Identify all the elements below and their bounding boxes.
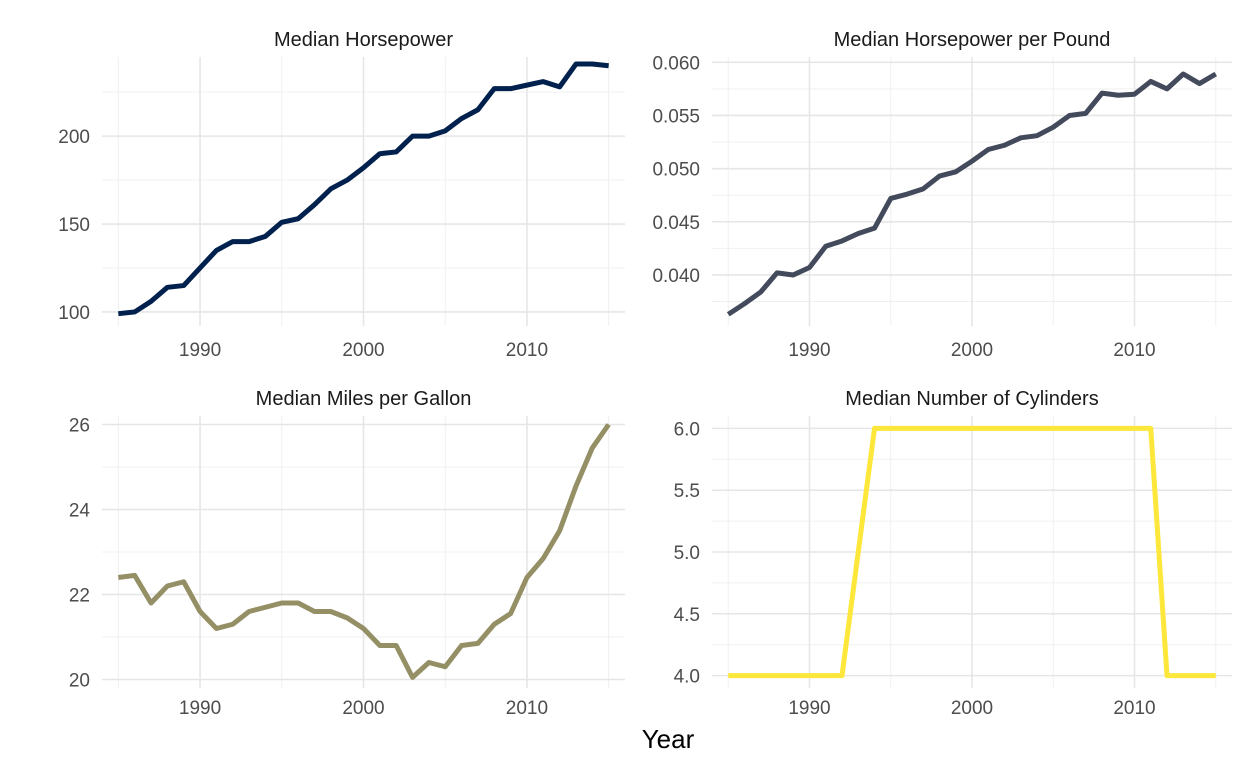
median-horsepower-x-tick-label: 2000 xyxy=(342,340,384,361)
median-horsepower-per-pound-x-tick-label: 1990 xyxy=(788,340,830,361)
median-horsepower-per-pound-y-tick-label: 0.040 xyxy=(652,266,700,287)
median-number-of-cylinders-y-tick-label: 5.5 xyxy=(674,481,700,502)
median-horsepower-x-tick-label: 2010 xyxy=(506,340,548,361)
median-horsepower-per-pound-series-line xyxy=(726,71,1218,317)
median-horsepower-y-tick-label: 200 xyxy=(58,127,90,148)
median-number-of-cylinders-y-tick-label: 4.0 xyxy=(674,667,700,688)
median-horsepower-per-pound-grid xyxy=(712,57,1232,326)
median-number-of-cylinders-x-tick-label: 2010 xyxy=(1113,698,1155,719)
median-miles-per-gallon-x-tick-label: 2000 xyxy=(342,698,384,719)
median-miles-per-gallon-x-tick-label: 2010 xyxy=(506,698,548,719)
x-axis-title: Year xyxy=(642,724,695,754)
median-miles-per-gallon-grid xyxy=(102,416,625,688)
median-horsepower-y-tick-label: 100 xyxy=(58,303,90,324)
median-number-of-cylinders-y-tick-label: 6.0 xyxy=(674,419,700,440)
median-horsepower-per-pound-y-tick-label: 0.045 xyxy=(652,213,700,234)
median-horsepower-per-pound-y-tick-label: 0.055 xyxy=(652,106,700,127)
median-number-of-cylinders-x-tick-label: 2000 xyxy=(951,698,993,719)
median-number-of-cylinders-y-tick-label: 4.5 xyxy=(674,605,700,626)
median-horsepower-per-pound-x-tick-label: 2010 xyxy=(1113,340,1155,361)
median-miles-per-gallon-series-line xyxy=(118,423,611,680)
panel-median-horsepower: Median Horsepower 1990 2000 2010 100 150 200 xyxy=(58,29,625,361)
median-number-of-cylinders-x-tick-label: 1990 xyxy=(788,698,830,719)
panel-median-miles-per-gallon: Median Miles per Gallon 1990 2000 2010 20 22 2… xyxy=(69,388,625,719)
panel-median-horsepower-per-pound: Median Horsepower per Pound 1990 2000 2010 0… xyxy=(652,29,1232,361)
median-horsepower-grid xyxy=(102,57,625,326)
median-horsepower-y-tick-label: 150 xyxy=(58,215,90,236)
median-miles-per-gallon-y-tick-label: 20 xyxy=(69,671,90,692)
median-horsepower-series-line xyxy=(118,61,609,317)
median-miles-per-gallon-y-tick-label: 24 xyxy=(69,501,91,522)
median-horsepower-per-pound-y-tick-label: 0.060 xyxy=(652,53,700,74)
median-horsepower-per-pound-y-tick-label: 0.050 xyxy=(652,160,700,181)
median-horsepower-per-pound-x-tick-label: 2000 xyxy=(951,340,993,361)
median-miles-per-gallon-y-tick-label: 22 xyxy=(69,586,90,607)
median-horsepower-per-pound-title: Median Horsepower per Pound xyxy=(834,29,1111,51)
median-miles-per-gallon-x-tick-label: 1990 xyxy=(179,698,221,719)
median-miles-per-gallon-y-tick-label: 26 xyxy=(69,416,90,437)
panel-median-number-of-cylinders: Median Number of Cylinders 1990 2000 2010 4.… xyxy=(674,388,1232,719)
median-horsepower-x-tick-label: 1990 xyxy=(179,340,221,361)
median-number-of-cylinders-series-line xyxy=(728,425,1216,679)
median-horsepower-title: Median Horsepower xyxy=(274,29,453,51)
median-number-of-cylinders-y-tick-label: 5.0 xyxy=(674,543,700,564)
median-number-of-cylinders-title: Median Number of Cylinders xyxy=(845,388,1098,410)
median-miles-per-gallon-title: Median Miles per Gallon xyxy=(256,388,472,410)
